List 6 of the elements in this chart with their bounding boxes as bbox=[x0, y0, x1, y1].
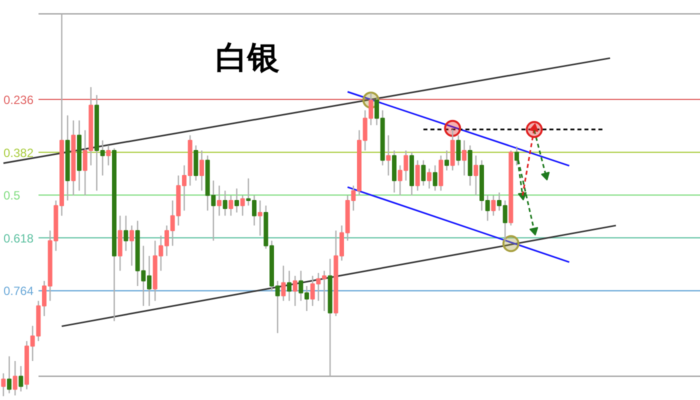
y-tick-label: 0.5 bbox=[4, 188, 21, 203]
y-tick-label: 0.236 bbox=[4, 92, 34, 107]
text: 白银 bbox=[216, 40, 280, 76]
y-tick-label: 0.382 bbox=[4, 146, 34, 160]
y-tick-label: 0.764 bbox=[4, 284, 34, 298]
y-tick-label: 0.618 bbox=[4, 231, 34, 246]
